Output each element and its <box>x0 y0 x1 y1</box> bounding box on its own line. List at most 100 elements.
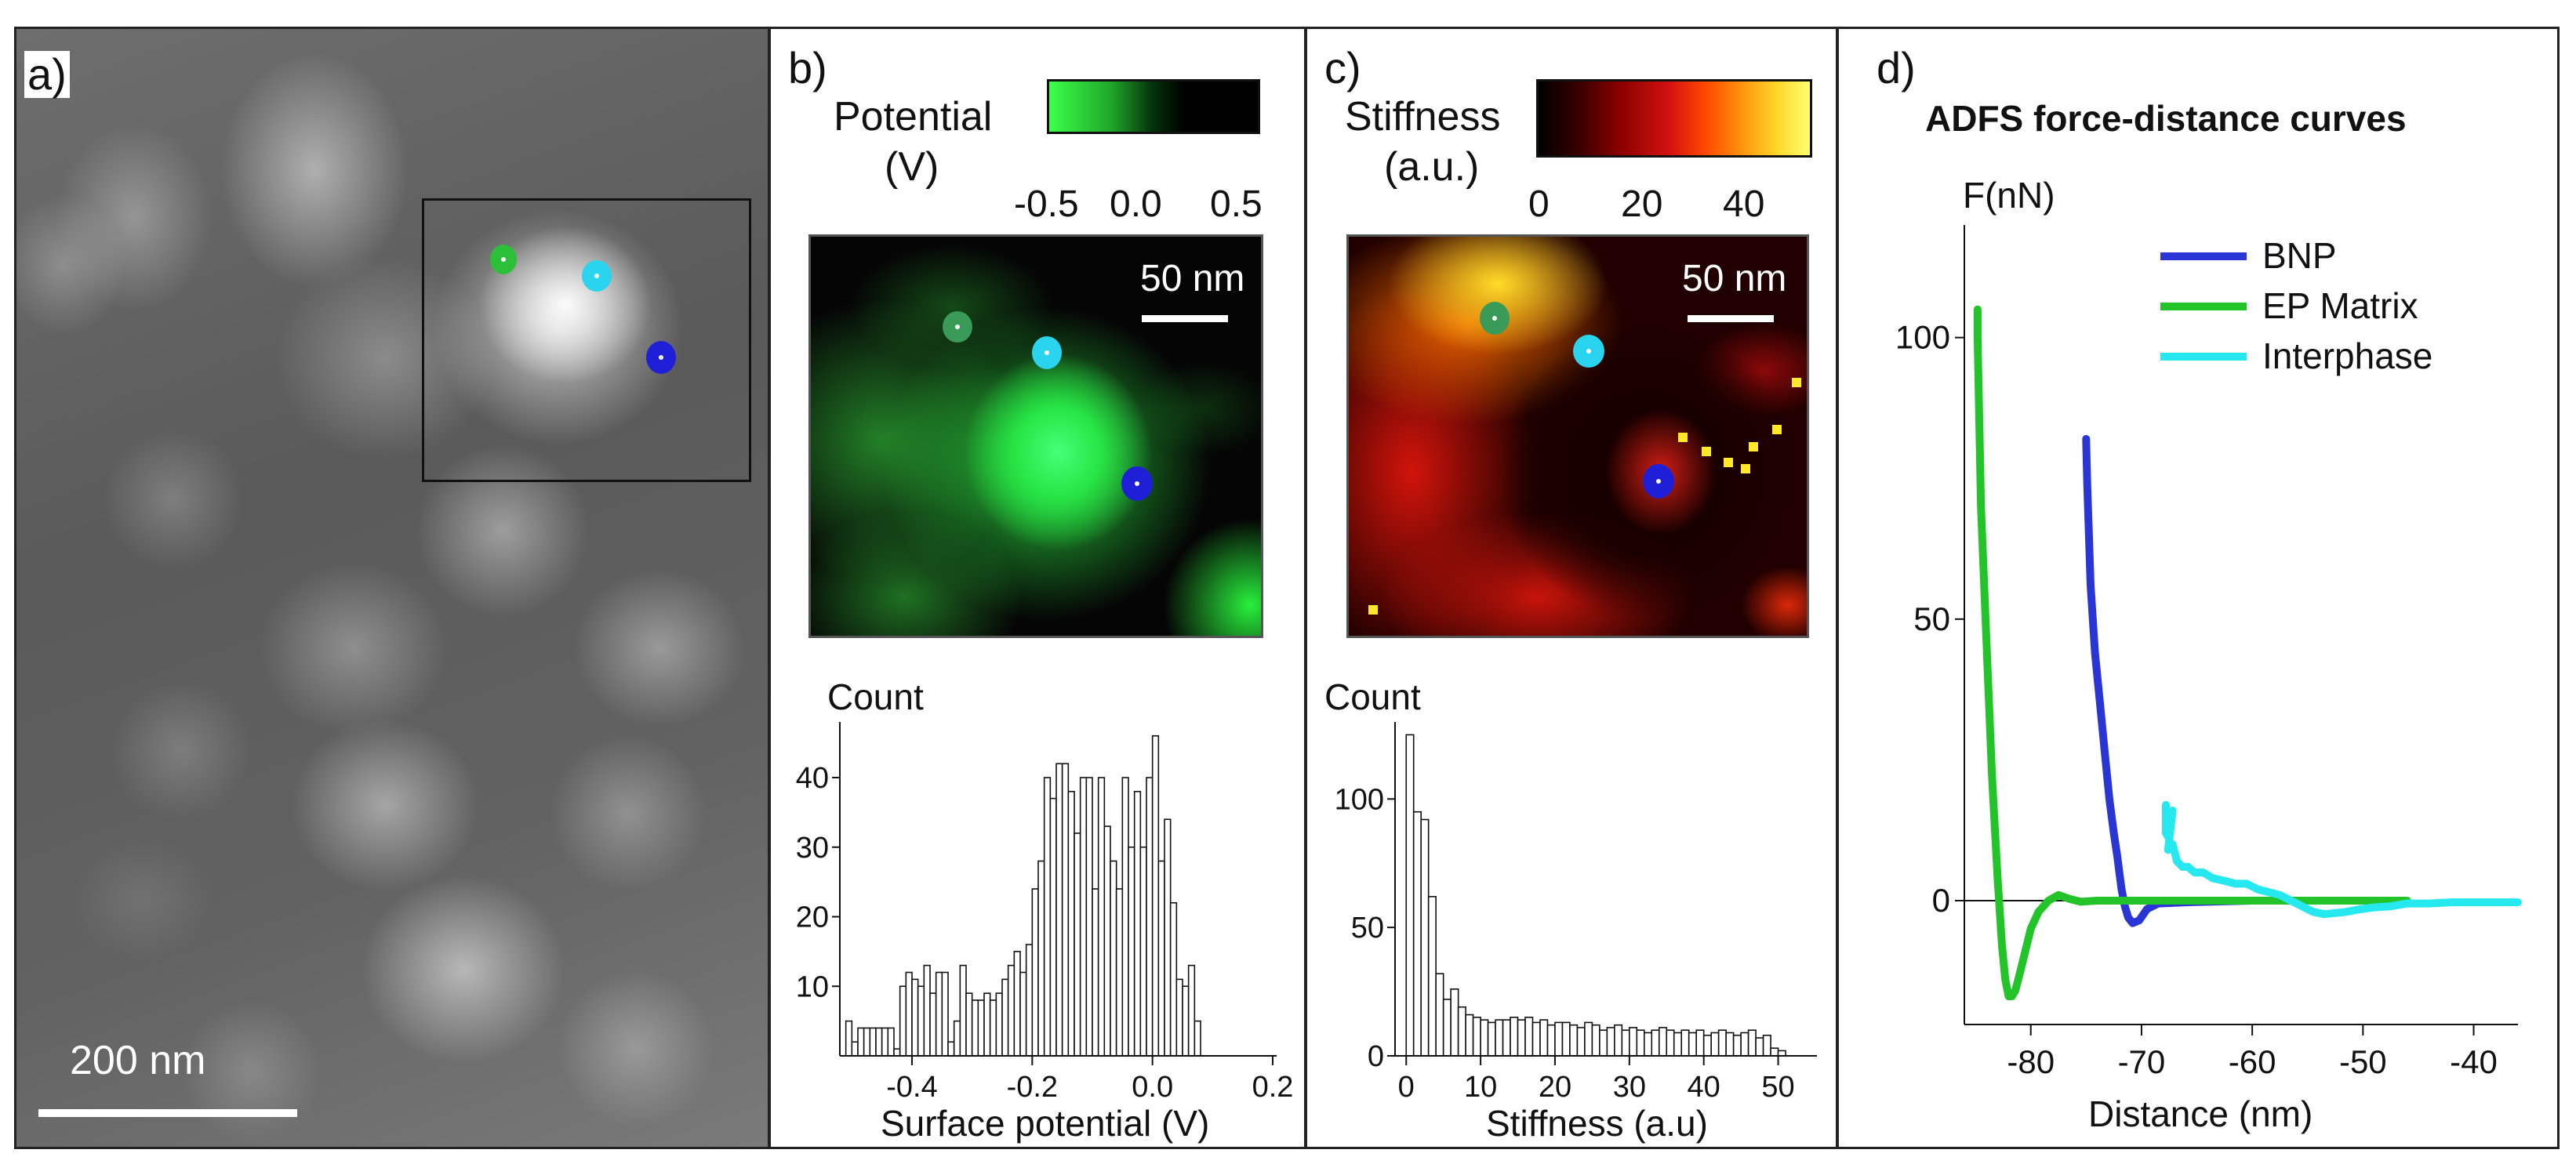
x-tick-label: -60 <box>2229 1043 2276 1080</box>
colorbar-tick-neg-0-5: -0.5 <box>1014 183 1079 225</box>
stiffness-marker-blue <box>1643 464 1674 499</box>
stiffness-speckle-5 <box>1772 425 1782 434</box>
stiffness-colorbar <box>1536 79 1812 158</box>
force-distance-chart: ADFS force-distance curves F(nN) 050100 … <box>1895 98 2522 1134</box>
histogram-bar <box>1629 1027 1638 1057</box>
histogram-bar <box>1465 1014 1474 1057</box>
x-tick-label: 40 <box>1688 1071 1720 1104</box>
histogram-bar <box>1614 1024 1623 1057</box>
histogram-bar <box>1157 860 1165 1057</box>
histogram-bar <box>875 1027 883 1057</box>
histogram-bar <box>1037 860 1045 1057</box>
histogram-bar <box>1569 1024 1579 1057</box>
y-tick-label: 50 <box>1913 600 1950 637</box>
legend-label: BNP <box>2262 235 2337 276</box>
histogram-bar <box>965 992 973 1057</box>
histogram-bar <box>1480 1019 1489 1057</box>
stiffness-marker-green <box>1480 302 1510 335</box>
zoom-region-box <box>422 198 751 482</box>
histogram-bar <box>1554 1021 1564 1057</box>
afm-topography-image <box>16 29 768 1147</box>
histogram-bar <box>845 1020 853 1057</box>
histogram-bar <box>1710 1032 1720 1057</box>
histogram-bar <box>947 1041 955 1057</box>
histogram-bar <box>1636 1029 1645 1057</box>
histogram-bar <box>1121 777 1129 1057</box>
x-tick-label: -50 <box>2339 1043 2387 1080</box>
histogram-bar <box>851 1041 859 1057</box>
histogram-bar <box>881 1027 889 1057</box>
stiffness-histogram: Count 0 50 100 0 10 20 30 40 50 Stiffness (a.u) <box>1324 676 1817 1144</box>
x-tick-label: 30 <box>1613 1071 1646 1104</box>
marker-cyan <box>582 260 612 292</box>
x-tick-label: -0.4 <box>886 1071 937 1104</box>
histogram-bar <box>977 999 985 1057</box>
histogram-bar <box>1049 797 1057 1057</box>
histogram-bar <box>1680 1029 1690 1057</box>
histogram-bar <box>1591 1024 1600 1057</box>
stiffness-map-scale-bar <box>1688 315 1774 322</box>
stiffness-speckle-2 <box>1702 447 1711 456</box>
histogram-bar <box>1079 777 1088 1057</box>
x-tick-label: 10 <box>1464 1071 1497 1104</box>
histogram-bar <box>1688 1032 1698 1057</box>
y-tick-label: 20 <box>796 901 829 934</box>
colorbar-tick-0-5: 0.5 <box>1210 183 1263 225</box>
histogram-bar <box>983 992 991 1057</box>
stiffness-marker-cyan <box>1573 335 1604 368</box>
histogram-bar <box>1019 971 1027 1057</box>
histogram-bar <box>1524 1017 1534 1057</box>
histogram-bar <box>1182 985 1190 1057</box>
histogram-bar <box>1169 901 1178 1057</box>
histogram-bar <box>1702 1034 1712 1057</box>
histogram-bar <box>1502 1019 1511 1057</box>
histogram-bar <box>1097 777 1106 1057</box>
histogram-bar <box>1531 1021 1541 1057</box>
histogram-bar <box>1510 1017 1519 1057</box>
histogram-bar <box>1599 1029 1608 1057</box>
histogram-bar <box>1621 1029 1630 1057</box>
histogram-bar <box>1194 1020 1201 1057</box>
y-tick-label: 100 <box>1895 319 1950 356</box>
potential-colorbar <box>1047 79 1260 134</box>
histogram-bar <box>1164 818 1172 1057</box>
histogram-bar <box>1043 777 1052 1057</box>
colorbar-tick-0-0: 0.0 <box>1110 183 1162 225</box>
stiffness-colorbar-unit: (a.u.) <box>1384 144 1480 190</box>
histogram-bar <box>911 978 919 1057</box>
histogram-bar <box>1644 1032 1653 1057</box>
potential-marker-blue <box>1121 466 1153 501</box>
x-tick-label: -80 <box>2007 1043 2055 1080</box>
x-tick-label: 50 <box>1761 1071 1794 1104</box>
histogram-bar <box>887 1027 895 1057</box>
histogram-bar <box>1546 1024 1556 1057</box>
histogram-bar <box>935 971 943 1057</box>
histogram-bar <box>929 992 937 1057</box>
histogram-bar <box>953 1020 961 1057</box>
surface-potential-map: 50 nm <box>808 234 1263 638</box>
histogram-bar <box>941 971 949 1057</box>
series-line-bnp <box>2082 435 2400 927</box>
histogram-bar <box>959 964 967 1057</box>
legend-label: EP Matrix <box>2262 285 2418 326</box>
y-tick-label: 100 <box>1335 783 1384 816</box>
histogram-bar <box>869 1027 877 1057</box>
histogram-bar <box>905 971 913 1057</box>
potential-marker-green <box>943 311 972 343</box>
histogram-bar <box>1695 1029 1705 1057</box>
histogram-bar <box>1651 1029 1660 1057</box>
histogram-bar <box>1175 978 1183 1057</box>
panel-d-label: d) <box>1877 43 1916 92</box>
histogram-bar <box>1747 1029 1757 1057</box>
histogram-bar <box>899 985 907 1057</box>
stiffness-speckle-3 <box>1724 458 1733 467</box>
stiffness-map: 50 nm <box>1346 234 1809 638</box>
histogram-bar <box>1717 1029 1727 1057</box>
histogram-bar <box>1576 1027 1586 1057</box>
stiffness-speckle-1 <box>1678 433 1688 442</box>
stiffness-colorbar-title: Stiffness <box>1345 94 1501 140</box>
histogram-bar <box>1770 1047 1779 1057</box>
histogram-bar <box>1025 944 1034 1057</box>
force-distance-ylabel: F(nN) <box>1963 175 2055 216</box>
histogram-bar <box>893 1048 901 1057</box>
